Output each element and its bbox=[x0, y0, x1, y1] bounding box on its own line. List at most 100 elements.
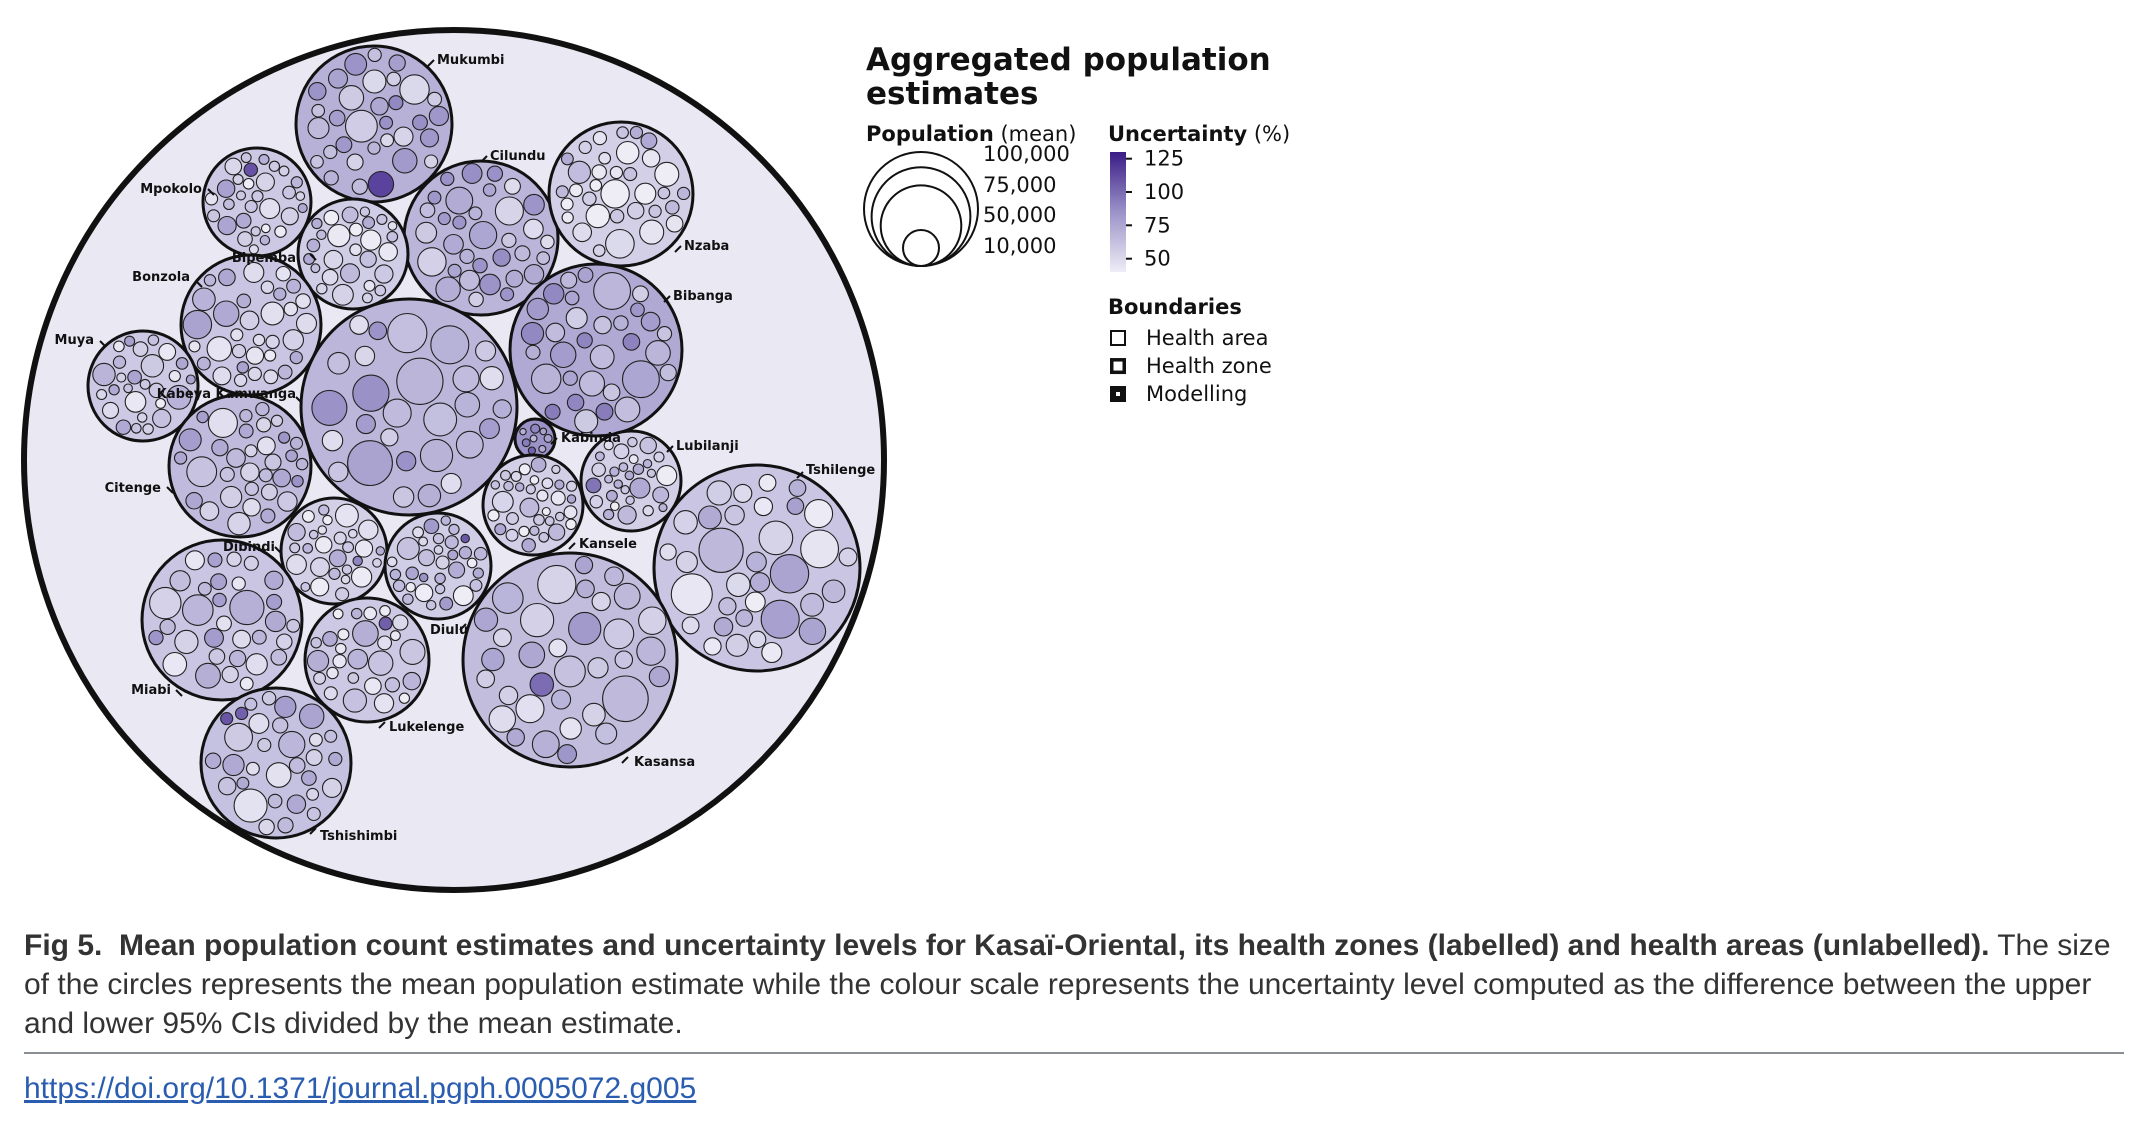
health-area-circle bbox=[240, 462, 260, 482]
health-area-circle bbox=[317, 525, 328, 535]
health-area-circle bbox=[521, 438, 531, 448]
health-area-circle bbox=[188, 340, 201, 353]
zone-label-bonzola: Bonzola bbox=[132, 270, 190, 285]
health-area-circle bbox=[258, 153, 270, 165]
health-area-circle bbox=[324, 729, 338, 743]
health-area-circle bbox=[216, 179, 236, 198]
health-area-circle bbox=[698, 527, 744, 573]
health-area-circle bbox=[159, 618, 176, 636]
health-area-circle bbox=[452, 215, 467, 230]
health-area-circle bbox=[592, 130, 608, 146]
health-area-circle bbox=[265, 762, 292, 788]
health-area-circle bbox=[568, 611, 602, 646]
health-area-circle bbox=[724, 504, 745, 526]
health-area-circle bbox=[197, 581, 212, 596]
health-area-circle bbox=[168, 369, 181, 383]
health-area-circle bbox=[227, 511, 251, 536]
health-area-circle bbox=[589, 344, 615, 370]
health-area-circle bbox=[525, 484, 536, 495]
health-area-circle bbox=[306, 806, 321, 822]
health-area-circle bbox=[363, 279, 376, 292]
health-area-circle bbox=[589, 179, 603, 192]
health-area-circle bbox=[322, 514, 333, 526]
health-area-circle bbox=[206, 336, 233, 362]
size-legend-label-bold: Population bbox=[866, 122, 994, 146]
health-area-circle bbox=[332, 654, 347, 669]
health-area-circle bbox=[333, 531, 347, 545]
health-area-circle bbox=[149, 586, 182, 620]
zone-muya bbox=[86, 329, 200, 443]
health-area-circle bbox=[285, 449, 298, 463]
health-area-circle bbox=[295, 293, 311, 309]
boundary-swatch bbox=[1110, 330, 1126, 346]
health-area-circle bbox=[204, 627, 224, 648]
health-area-circle bbox=[567, 160, 592, 184]
health-area-circle bbox=[166, 384, 192, 410]
health-area-circle bbox=[603, 440, 614, 451]
health-area-circle bbox=[434, 583, 446, 595]
health-area-circle bbox=[494, 196, 524, 226]
health-area-circle bbox=[469, 578, 483, 592]
health-area-circle bbox=[503, 480, 514, 492]
health-area-circle bbox=[530, 363, 562, 395]
health-area-circle bbox=[593, 272, 632, 310]
health-area-circle bbox=[388, 95, 404, 111]
health-area-circle bbox=[423, 402, 458, 437]
boundary-swatch bbox=[1110, 358, 1126, 375]
health-area-circle bbox=[234, 706, 249, 721]
label-leader bbox=[666, 445, 674, 453]
health-area-circle bbox=[364, 677, 382, 695]
health-area-circle bbox=[537, 564, 577, 605]
health-area-circle bbox=[204, 752, 222, 770]
health-area-circle bbox=[375, 546, 386, 556]
health-area-circle bbox=[264, 570, 284, 590]
health-area-circle bbox=[479, 366, 504, 391]
health-area-circle bbox=[347, 440, 393, 487]
health-area-circle bbox=[439, 596, 454, 611]
health-area-circle bbox=[623, 167, 638, 182]
health-area-circle bbox=[415, 221, 438, 244]
health-area-circle bbox=[424, 154, 439, 169]
health-area-circle bbox=[482, 183, 497, 197]
health-area-circle bbox=[101, 401, 120, 419]
health-area-circle bbox=[323, 249, 344, 270]
health-area-circle bbox=[349, 315, 369, 335]
health-area-circle bbox=[786, 497, 805, 515]
health-area-circle bbox=[218, 268, 236, 287]
health-area-circle bbox=[536, 251, 551, 265]
health-area-circle bbox=[769, 554, 810, 594]
health-area-circle bbox=[624, 470, 635, 481]
health-area-circle bbox=[749, 572, 771, 593]
health-area-circle bbox=[653, 451, 665, 463]
health-area-circle bbox=[224, 157, 243, 176]
health-area-circle bbox=[541, 477, 554, 490]
health-area-circle bbox=[557, 744, 578, 765]
doi-link[interactable]: https://doi.org/10.1371/journal.pgph.000… bbox=[24, 1072, 697, 1105]
health-area-circle bbox=[260, 301, 285, 326]
health-area-circle bbox=[417, 483, 442, 508]
label-leader bbox=[550, 437, 558, 445]
size-legend-label-unit: (mean) bbox=[994, 122, 1077, 146]
zone-kabeya-kamwanga bbox=[299, 297, 519, 517]
health-area-circle bbox=[185, 492, 203, 510]
health-area-circle bbox=[311, 217, 323, 230]
health-area-circle bbox=[448, 561, 466, 579]
health-area-circle bbox=[639, 436, 657, 455]
health-area-circle bbox=[181, 594, 214, 626]
health-area-circle bbox=[108, 384, 120, 396]
health-area-circle bbox=[158, 342, 177, 361]
health-area-circle bbox=[244, 481, 259, 496]
health-area-circle bbox=[609, 165, 624, 180]
health-area-circle bbox=[376, 213, 388, 225]
health-area-circle bbox=[280, 207, 299, 226]
health-area-circle bbox=[418, 536, 429, 547]
health-area-circle bbox=[458, 269, 481, 291]
health-area-circle bbox=[363, 606, 378, 621]
health-area-circle bbox=[638, 606, 667, 635]
health-area-circle bbox=[636, 636, 666, 666]
health-area-circle bbox=[515, 694, 545, 724]
health-area-circle bbox=[598, 151, 612, 165]
health-area-circle bbox=[560, 197, 574, 211]
health-zone-labels: Mukumbi Cilundu Mpokolo Nzaba Bipemba Bonzola… bbox=[55, 53, 876, 844]
health-area-circle bbox=[306, 787, 320, 801]
